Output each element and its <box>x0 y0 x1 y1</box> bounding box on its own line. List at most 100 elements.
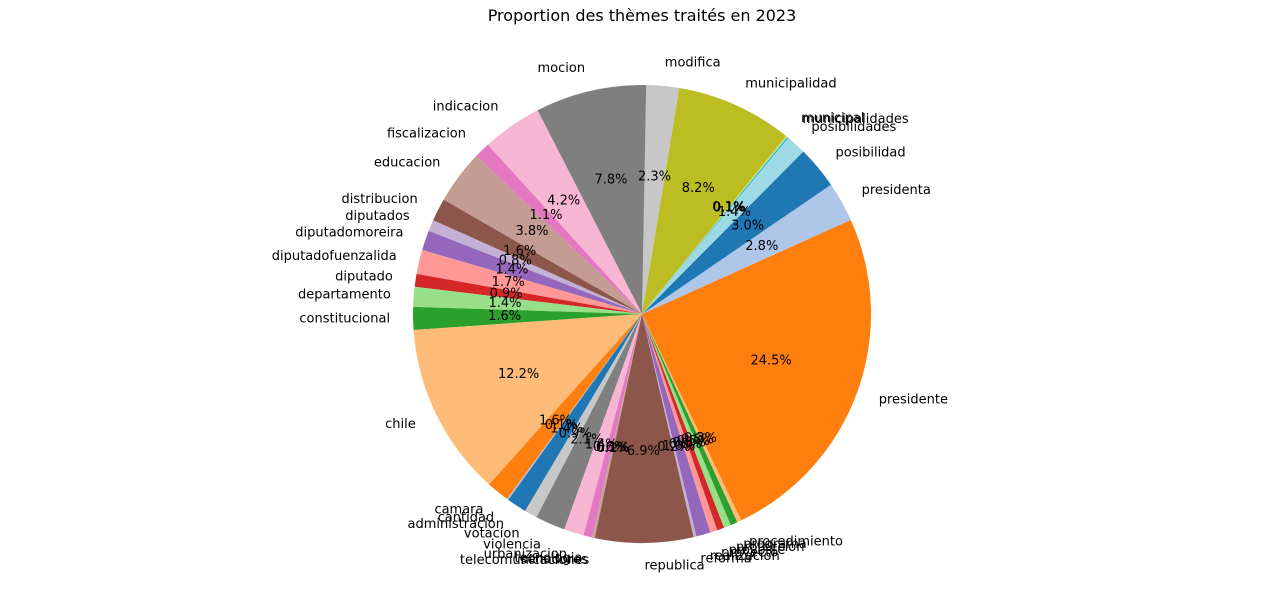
pie-slice-programa <box>642 314 738 526</box>
slice-pct-realizacion: 1.0% <box>662 439 695 454</box>
slice-label-chile: chile <box>385 417 416 432</box>
slice-label-modifica: modifica <box>665 56 721 71</box>
slice-pct-diputadofuenzalida: 1.7% <box>492 275 525 290</box>
slice-label-urbanizacion: urbanizacion <box>484 547 567 562</box>
slice-pct-fiscalizacion: 1.1% <box>529 208 562 223</box>
slice-pct-posibilidad: 3.0% <box>731 219 764 234</box>
slice-pct-indicacion: 4.2% <box>547 194 580 209</box>
pie-slice-proyoste <box>642 314 725 531</box>
slice-pct-cantidad: 0.1% <box>545 418 578 433</box>
slice-pct-administracion: 1.4% <box>550 422 583 437</box>
slice-pct-diputado: 0.9% <box>490 286 523 301</box>
slice-label-fiscalizacion: fiscalizacion <box>387 126 466 141</box>
slice-label-presidente: presidente <box>879 393 948 408</box>
slice-pct-municipalidad: 8.2% <box>682 181 715 196</box>
slice-pct-educacion: 3.8% <box>515 224 548 239</box>
slice-label-tecnologia: tecnologia <box>515 551 583 566</box>
pie-slice-cantidad <box>507 314 642 500</box>
slice-label-violencia: violencia <box>483 537 541 552</box>
slice-pct-violencia: 2.1% <box>570 432 603 447</box>
slice-label-diputado: diputado <box>335 270 393 285</box>
slice-pct-urbanizacion: 1.4% <box>585 438 618 453</box>
slice-pct-chile: 12.2% <box>498 367 539 382</box>
pie-slice-administracion <box>508 314 642 511</box>
pie-slice-telecomunicaciones <box>593 314 642 539</box>
slice-label-municipalidades: municipalidades <box>802 112 908 127</box>
slice-pct-republica: 6.9% <box>627 444 660 459</box>
pie-slice-votacion <box>525 314 642 518</box>
slice-pct-proteccion: 0.5% <box>677 434 710 449</box>
slice-pct-presidente: 24.5% <box>750 354 791 369</box>
slice-label-camara: camara <box>434 502 483 517</box>
pie-slice-republica <box>594 314 694 544</box>
pie-slice-realizacion <box>642 314 711 537</box>
pie-labels: presidente 24.5% presidenta 2.8% posibilidad… <box>272 56 948 574</box>
pie-slice-chile <box>413 314 642 485</box>
slice-pct-diputados: 0.8% <box>499 253 532 268</box>
pie-slice-indicacion <box>487 110 642 314</box>
slice-label-realizacion: realizacion <box>710 549 780 564</box>
pie-slice-municipalidad <box>642 88 787 314</box>
pie-slice-posibilidad <box>642 151 832 314</box>
pie-slice-violencia <box>536 314 642 530</box>
slice-label-telecomunicaciones: telecomunicaciones <box>460 553 590 568</box>
slice-pct-municipal: 0.1% <box>712 200 745 215</box>
slice-pct-modifica: 2.3% <box>638 170 671 185</box>
slice-label-indicacion: indicacion <box>433 100 499 115</box>
slice-label-presidenta: presidenta <box>862 183 931 198</box>
pie-slice-urbanizacion <box>564 314 642 536</box>
pie-slice-educacion <box>443 155 642 314</box>
pie-slice-procedimiento <box>642 314 742 523</box>
slice-label-proyoste: proyoste <box>729 543 786 558</box>
pie-slice-camara <box>489 314 642 500</box>
slice-label-diputados: diputados <box>345 209 410 224</box>
pie-slice-proyecto <box>642 314 718 533</box>
pie-slice-diputadofuenzalida <box>416 250 642 314</box>
pie-slice-diputadomoreira <box>422 230 642 314</box>
slice-pct-senadores: 0.1% <box>596 441 629 456</box>
slice-pct-procedimiento: 0.3% <box>684 431 717 446</box>
slice-pct-municipalidades: 0.1% <box>713 201 746 216</box>
slice-label-distribucion: distribucion <box>342 192 418 207</box>
slice-pct-proyecto: 0.5% <box>669 437 702 452</box>
slice-label-municipalidad: municipalidad <box>745 77 836 92</box>
slice-label-cantidad: cantidad <box>438 511 495 526</box>
pie-slice-municipal <box>642 136 788 314</box>
slice-label-administracion: administracion <box>408 517 504 532</box>
slice-pct-reforma: 0.2% <box>657 440 690 455</box>
slice-pct-votacion: 0.9% <box>559 427 592 442</box>
slice-label-senadores: senadores <box>521 553 588 568</box>
slice-pct-telecomunicaciones: 0.1% <box>597 441 630 456</box>
pie-slice-posibilidades <box>642 137 804 314</box>
slice-label-posibilidad: posibilidad <box>836 145 906 160</box>
slice-label-mocion: mocion <box>538 61 586 76</box>
slice-pct-proyoste: 0.5% <box>673 436 706 451</box>
pie-slice-diputados <box>428 220 642 314</box>
slice-label-educacion: educacion <box>374 156 441 171</box>
slice-label-diputadomoreira: diputadomoreira <box>295 226 403 241</box>
slice-pct-distribucion: 1.6% <box>503 244 536 259</box>
slice-label-votacion: votacion <box>464 527 520 542</box>
slice-label-proyecto: proyecto <box>721 546 778 561</box>
pie-slice-reforma <box>642 314 697 538</box>
slice-pct-mocion: 7.8% <box>594 173 627 188</box>
slice-label-departamento: departamento <box>298 288 391 303</box>
slice-label-proteccion: proteccion <box>736 540 804 555</box>
pie-slice-departamento <box>413 286 642 314</box>
pie-slice-distribucion <box>433 199 642 314</box>
slice-label-diputadofuenzalida: diputadofuenzalida <box>272 249 397 264</box>
slice-label-procedimiento: procedimiento <box>749 535 843 550</box>
pie-slice-senadores <box>591 314 642 538</box>
slice-pct-posibilidades: 1.4% <box>718 205 751 220</box>
pie-slice-municipalidades <box>642 136 789 314</box>
slice-label-republica: republica <box>645 558 705 573</box>
slice-pct-programa: 0.5% <box>681 432 714 447</box>
chart-title: Proportion des thèmes traités en 2023 <box>488 6 797 25</box>
pie-slice-mocion <box>537 85 647 314</box>
slice-label-programa: programa <box>743 537 806 552</box>
slice-pct-camara: 1.6% <box>539 413 572 428</box>
pie-slice-fiscalizacion <box>476 144 642 314</box>
slice-label-posibilidades: posibilidades <box>811 120 896 135</box>
